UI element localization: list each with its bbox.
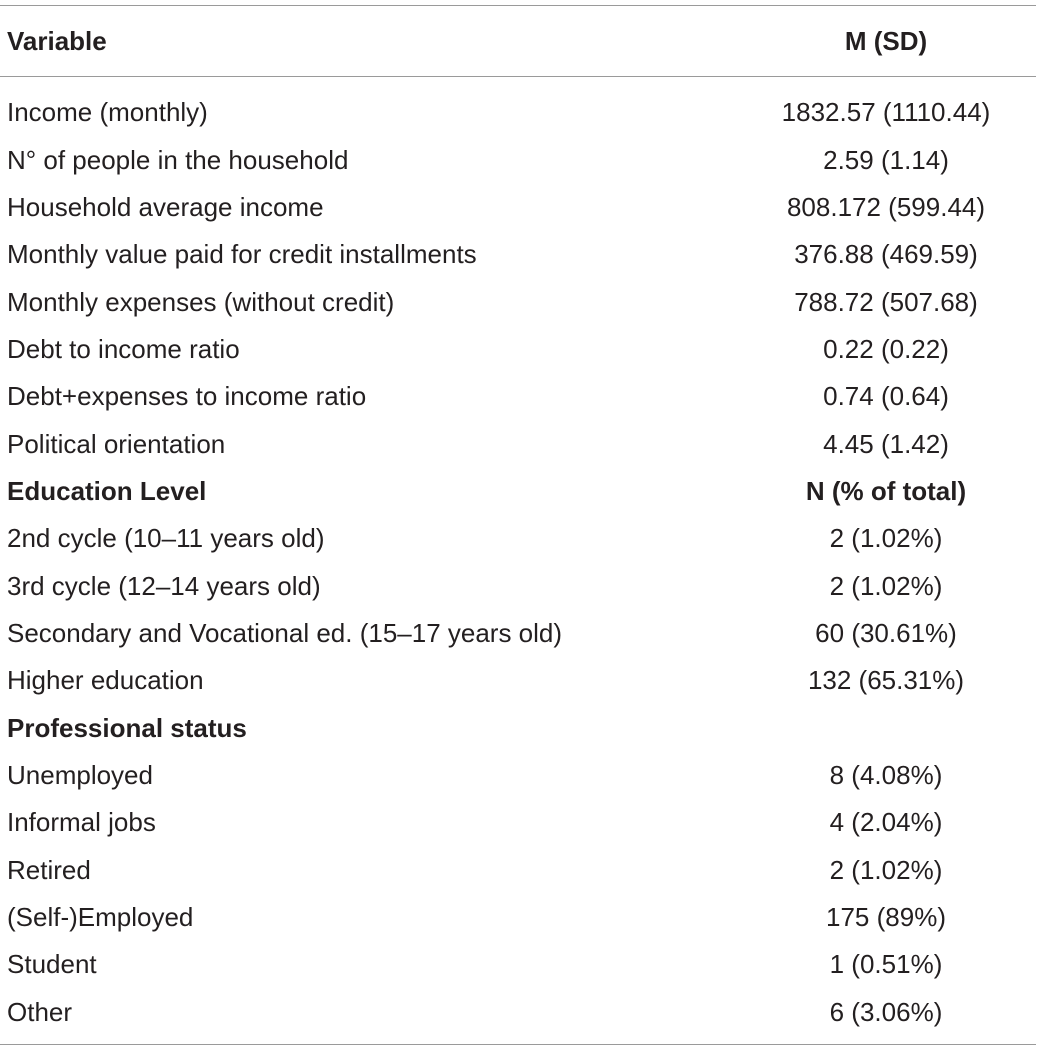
row-label: N° of people in the household xyxy=(7,144,349,175)
table-row: Political orientation 4.45 (1.42) xyxy=(0,420,1036,467)
row-label: Income (monthly) xyxy=(7,97,208,128)
table-row: Higher education 132 (65.31%) xyxy=(0,657,1036,704)
row-value: 4 (2.04%) xyxy=(829,807,943,838)
row-label: Other xyxy=(7,996,73,1027)
section-label: Education Level xyxy=(7,475,207,506)
table-row: Informal jobs 4 (2.04%) xyxy=(0,799,1036,846)
row-label: Higher education xyxy=(7,665,204,696)
row-label: Unemployed xyxy=(7,759,153,790)
table-row: (Self-)Employed 175 (89%) xyxy=(0,894,1036,941)
table-top-rule xyxy=(0,5,1036,6)
row-value: 2 (1.02%) xyxy=(829,854,943,885)
row-value: 6 (3.06%) xyxy=(829,996,943,1027)
table-row: N° of people in the household 2.59 (1.14) xyxy=(0,136,1036,183)
row-label: Monthly value paid for credit installmen… xyxy=(7,239,477,270)
table-row: Student 1 (0.51%) xyxy=(0,941,1036,988)
row-value: 132 (65.31%) xyxy=(807,665,965,696)
row-label: Retired xyxy=(7,854,91,885)
table-row: Debt+expenses to income ratio 0.74 (0.64) xyxy=(0,373,1036,420)
table-row: Household average income 808.172 (599.44) xyxy=(0,184,1036,231)
table-row: Monthly value paid for credit installmen… xyxy=(0,231,1036,278)
table-header-row: Variable M (SD) xyxy=(0,6,1036,76)
table-row: Other 6 (3.06%) xyxy=(0,989,1036,1036)
row-label: (Self-)Employed xyxy=(7,902,194,933)
row-value: 788.72 (507.68) xyxy=(794,286,978,317)
row-value: 2 (1.02%) xyxy=(829,570,943,601)
row-value: 4.45 (1.42) xyxy=(823,428,949,459)
row-label: 2nd cycle (10–11 years old) xyxy=(7,523,325,554)
row-label: Debt to income ratio xyxy=(7,333,240,364)
row-value: 1832.57 (1110.44) xyxy=(781,97,991,128)
row-label: Political orientation xyxy=(7,428,226,459)
header-stat: M (SD) xyxy=(844,25,928,56)
row-label: Student xyxy=(7,949,97,980)
row-value: 2 (1.02%) xyxy=(829,523,943,554)
header-variable: Variable xyxy=(7,25,107,56)
table-row: Secondary and Vocational ed. (15–17 year… xyxy=(0,610,1036,657)
table-row: Retired 2 (1.02%) xyxy=(0,847,1036,894)
table-section-row: Professional status xyxy=(0,704,1036,751)
row-value: 0.74 (0.64) xyxy=(823,381,949,412)
row-value: 2.59 (1.14) xyxy=(823,144,949,175)
table-row: 3rd cycle (12–14 years old) 2 (1.02%) xyxy=(0,562,1036,609)
row-label: Secondary and Vocational ed. (15–17 year… xyxy=(7,617,563,648)
row-value: 0.22 (0.22) xyxy=(823,333,949,364)
row-label: 3rd cycle (12–14 years old) xyxy=(7,570,321,601)
row-label: Informal jobs xyxy=(7,807,156,838)
table-section-row: Education Level N (% of total) xyxy=(0,468,1036,515)
table-body: Income (monthly) 1832.57 (1110.44) N° of p… xyxy=(0,77,1036,1044)
row-value: 808.172 (599.44) xyxy=(786,191,986,222)
table-bottom-rule xyxy=(0,1043,1036,1045)
table-row: Unemployed 8 (4.08%) xyxy=(0,752,1036,799)
section-label: Professional status xyxy=(7,712,247,743)
table-row: 2nd cycle (10–11 years old) 2 (1.02%) xyxy=(0,515,1036,562)
table-row: Monthly expenses (without credit) 788.72 … xyxy=(0,278,1036,325)
row-value: 60 (30.61%) xyxy=(815,617,957,648)
section-stat: N (% of total) xyxy=(805,475,967,506)
row-label: Monthly expenses (without credit) xyxy=(7,286,395,317)
table-row: Debt to income ratio 0.22 (0.22) xyxy=(0,326,1036,373)
table-row: Income (monthly) 1832.57 (1110.44) xyxy=(0,89,1036,136)
header-rule xyxy=(0,76,1036,77)
row-label: Debt+expenses to income ratio xyxy=(7,381,367,412)
row-value: 175 (89%) xyxy=(826,902,946,933)
row-label: Household average income xyxy=(7,191,324,222)
row-value: 8 (4.08%) xyxy=(829,759,943,790)
row-value: 1 (0.51%) xyxy=(829,949,943,980)
row-value: 376.88 (469.59) xyxy=(794,239,978,270)
